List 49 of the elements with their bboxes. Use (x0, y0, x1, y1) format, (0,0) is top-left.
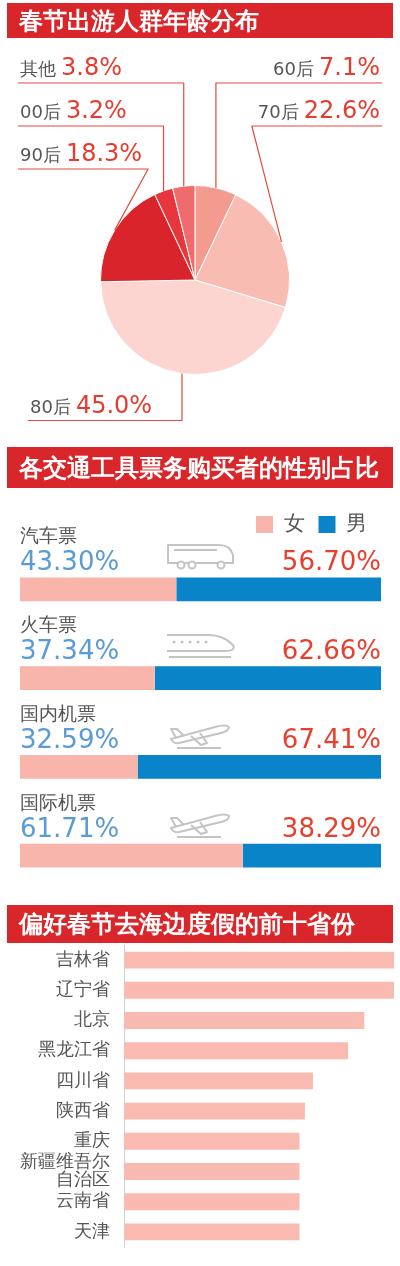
data-label: 56.70% (281, 546, 381, 577)
chart-title: 春节出游人群年龄分布 (19, 6, 259, 35)
bar (124, 951, 394, 969)
y-tick-label: 辽宁省 (56, 977, 110, 999)
y-tick-label: 国际机票 (20, 790, 96, 813)
bar (124, 1223, 300, 1241)
data-label: 7.1% (319, 53, 381, 81)
bar (124, 1132, 300, 1150)
data-label: 32.59% (20, 723, 120, 754)
slice-label: 00后 (20, 101, 61, 122)
data-label: 62.66% (281, 635, 381, 666)
legend-label: 男 (346, 510, 367, 535)
bar (124, 1072, 313, 1090)
data-label: 18.3% (65, 139, 143, 167)
data-label: 45.0% (75, 390, 153, 419)
bar (124, 1102, 305, 1120)
chart-title: 各交通工具票务购买者的性别占比 (19, 453, 379, 482)
y-tick-label: 重庆 (74, 1128, 110, 1150)
bar (124, 1042, 349, 1060)
bar (124, 1193, 300, 1211)
slice-label: 60后 (273, 58, 315, 79)
bar (124, 981, 394, 999)
y-tick-label: 黑龙江省 (38, 1038, 110, 1060)
y-tick-label: 新疆维吾尔自治区 (20, 1150, 110, 1190)
y-tick-label: 北京 (74, 1008, 110, 1030)
data-label: 38.29% (281, 812, 381, 843)
y-tick-label: 吉林省 (56, 947, 110, 969)
y-tick-label: 国内机票 (20, 701, 96, 724)
bar (124, 1163, 300, 1180)
y-tick-label: 云南省 (56, 1189, 110, 1211)
y-tick-label: 火车票 (20, 613, 77, 636)
slice-label: 90后 (20, 144, 61, 165)
data-label: 67.41% (281, 723, 381, 754)
y-tick-label: 陕西省 (56, 1098, 110, 1120)
data-label: 22.6% (303, 96, 381, 124)
data-label: 3.2% (65, 96, 127, 124)
data-label: 43.30% (20, 546, 120, 577)
slice-label: 70后 (257, 101, 299, 122)
data-label: 61.71% (20, 812, 120, 843)
legend-label: 女 (283, 510, 305, 535)
y-tick-label: 天津 (74, 1219, 110, 1241)
data-label: 3.8% (61, 53, 122, 81)
slice-label: 其他 (20, 58, 56, 79)
y-tick-label: 四川省 (56, 1068, 110, 1090)
data-label: 37.34% (20, 635, 120, 666)
bar (124, 1012, 365, 1029)
chart-title: 偏好春节去海边度假的前十省份 (19, 910, 355, 938)
y-tick-label: 汽车票 (20, 524, 77, 547)
slice-label: 80后 (30, 395, 71, 417)
